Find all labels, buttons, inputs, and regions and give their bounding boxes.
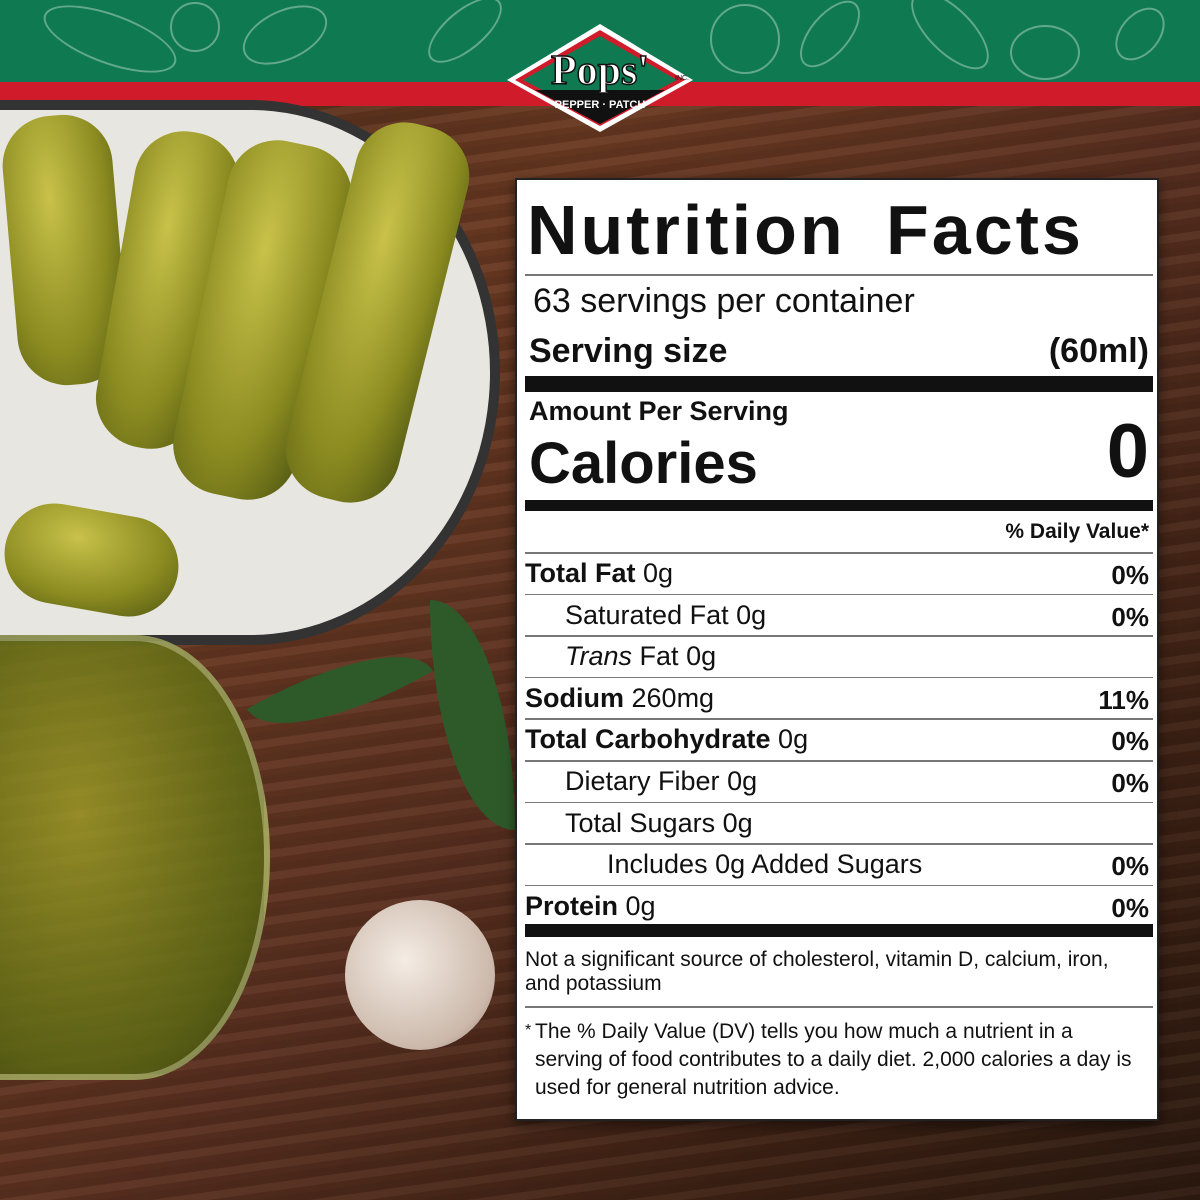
row-divider — [525, 843, 1153, 845]
pickle-slice-doodle — [710, 4, 780, 74]
nutrient-row: Includes 0g Added Sugars — [607, 849, 922, 880]
nutrient-row: Total Sugars 0g — [565, 808, 753, 839]
pickle-jar — [0, 635, 270, 1080]
calories-label: Calories — [529, 431, 758, 496]
garlic-bulb — [345, 900, 495, 1050]
row-divider — [525, 760, 1153, 762]
nutrient-name-suffix: Fat — [639, 641, 679, 672]
calories-value: 0 — [1106, 409, 1149, 494]
nutrient-amount: 0g — [727, 766, 758, 796]
nutrient-amount: 0g — [722, 807, 753, 838]
row-divider — [525, 884, 1153, 887]
nutrient-name: Sodium — [525, 682, 624, 713]
row-divider — [525, 593, 1153, 596]
nutrient-name: Trans — [565, 641, 633, 672]
svg-text:PEPPER · PATCH: PEPPER · PATCH — [555, 99, 646, 111]
pickle-doodle — [788, 0, 872, 78]
nutrient-name: Total Sugars — [565, 807, 716, 838]
pickle-doodle — [233, 0, 337, 77]
nutrition-facts-label: Nutrition Facts 63 servings per containe… — [515, 178, 1159, 1121]
nutrient-row: Total Fat 0g — [525, 558, 673, 589]
pickle-slice-doodle — [1010, 25, 1080, 80]
nutrient-amount: 0g — [778, 724, 809, 755]
nutrient-amount: 0g — [625, 890, 656, 921]
row-divider — [525, 635, 1153, 637]
pickle-doodle — [417, 0, 513, 75]
nutrient-row: Sodium 260mg — [525, 683, 714, 714]
row-divider — [525, 676, 1153, 679]
footnote-asterisk: * — [525, 1022, 532, 1039]
thick-divider — [525, 924, 1153, 937]
nutrient-daily-value: 0% — [1111, 892, 1149, 923]
thick-divider — [525, 376, 1153, 392]
nutrient-row: Trans Fat 0g — [565, 641, 716, 672]
nutrient-daily-value: 0% — [1111, 601, 1149, 632]
row-divider — [525, 552, 1153, 554]
svg-text:Pops': Pops' — [551, 48, 649, 94]
label-title: Nutrition Facts — [527, 191, 1084, 269]
svg-text:INC.: INC. — [675, 75, 689, 82]
nutrient-amount: 0g — [736, 599, 767, 630]
nutrient-amount: 260mg — [631, 682, 715, 713]
amount-per-serving: Amount Per Serving — [529, 396, 789, 426]
serving-size-label: Serving size — [529, 332, 728, 370]
pickle-slice-doodle — [170, 2, 220, 52]
row-divider — [525, 718, 1153, 720]
divider — [525, 274, 1153, 276]
nutrient-row: Total Carbohydrate 0g — [525, 724, 808, 755]
nutrient-name: Saturated Fat — [565, 599, 729, 630]
daily-value-footnote: The % Daily Value (DV) tells you how muc… — [535, 1020, 1132, 1099]
nutrient-daily-value: 0% — [1111, 768, 1149, 798]
nutrient-daily-value: 0% — [1111, 726, 1149, 757]
nutrient-amount: 0g — [643, 558, 674, 588]
pops-pepper-patch-logo: Pops' PEPPER · PATCH INC. — [507, 24, 693, 132]
not-significant-note: Not a significant source of cholesterol,… — [525, 948, 1109, 995]
nutrient-daily-value: 0% — [1111, 560, 1149, 590]
nutrient-name: Protein — [525, 890, 619, 921]
servings-per-container: 63 servings per container — [533, 282, 915, 320]
pickle-doodle — [898, 0, 1002, 82]
nutrient-name: Dietary Fiber — [565, 766, 720, 796]
pickle-doodle — [1105, 0, 1175, 70]
nutrient-row: Saturated Fat 0g — [565, 600, 766, 631]
row-divider — [525, 801, 1153, 804]
daily-value-header: % Daily Value* — [1005, 520, 1149, 543]
nutrient-name: Total Fat — [525, 558, 636, 588]
nutrient-daily-value: 11% — [1098, 684, 1149, 715]
nutrient-name: Includes 0g Added Sugars — [607, 849, 923, 880]
nutrient-name: Total Carbohydrate — [525, 724, 771, 755]
nutrient-row: Protein 0g — [525, 891, 656, 922]
nutrient-row: Dietary Fiber 0g — [565, 766, 757, 797]
thick-divider — [525, 500, 1153, 511]
divider — [525, 1006, 1153, 1008]
nutrient-amount: 0g — [686, 641, 717, 672]
pickle-doodle — [35, 0, 185, 87]
serving-size-value: (60ml) — [1048, 332, 1149, 370]
nutrient-daily-value: 0% — [1111, 851, 1149, 882]
